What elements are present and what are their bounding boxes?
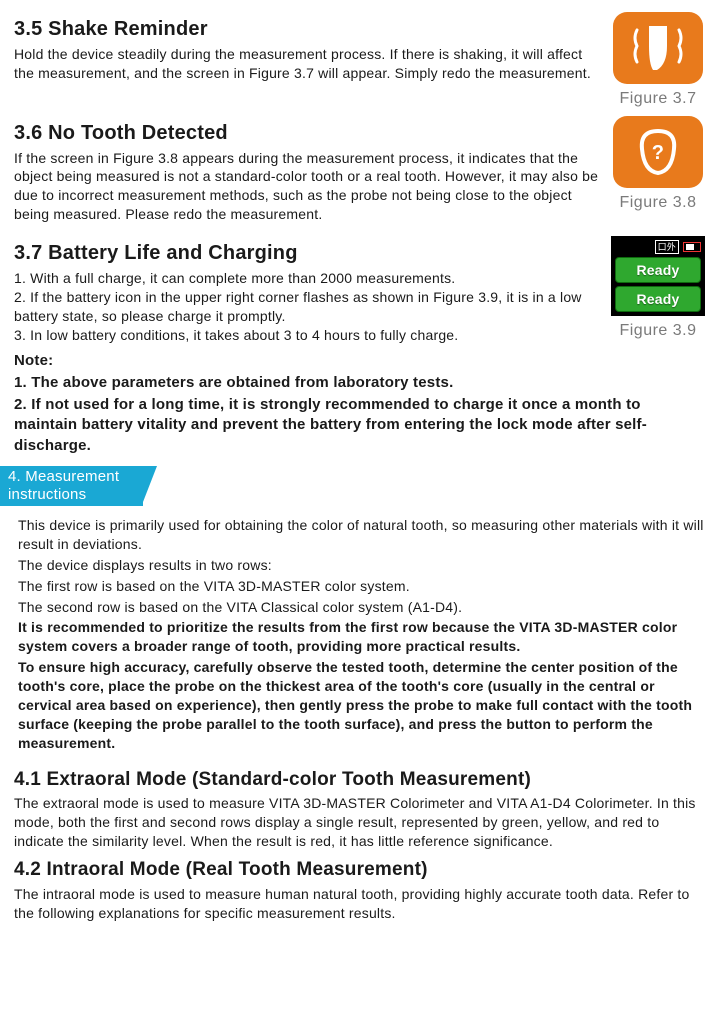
heading-3-5: 3.5 Shake Reminder	[14, 16, 599, 43]
line-3-7-1: 1. With a full charge, it can complete m…	[14, 269, 599, 288]
heading-4-2: 4.2 Intraoral Mode (Real Tooth Measureme…	[14, 857, 707, 883]
figure-3-7: Figure 3.7	[609, 12, 707, 110]
heading-3-6: 3.6 No Tooth Detected	[14, 120, 599, 147]
section-4-2: 4.2 Intraoral Mode (Real Tooth Measureme…	[14, 857, 707, 922]
section-3-5: 3.5 Shake Reminder Hold the device stead…	[14, 12, 707, 110]
figure-3-8-caption: Figure 3.8	[609, 192, 707, 214]
body-3-5: Hold the device steadily during the meas…	[14, 45, 599, 83]
note-2: 2. If not used for a long time, it is st…	[14, 395, 707, 456]
note-1: 1. The above parameters are obtained fro…	[14, 373, 707, 393]
note-label: Note:	[14, 351, 707, 371]
section-3-7-notes: Note: 1. The above parameters are obtain…	[14, 351, 707, 456]
battery-low-icon	[683, 242, 701, 252]
svg-text:?: ?	[652, 142, 664, 164]
figure-3-7-caption: Figure 3.7	[609, 88, 707, 110]
battery-status-bar: 口外	[615, 240, 701, 254]
ready-row-2: Ready	[615, 286, 701, 312]
instr-p2: The device displays results in two rows:	[18, 556, 707, 575]
battery-screenshot: 口外 Ready Ready	[611, 236, 705, 316]
section-3-7: 3.7 Battery Life and Charging 1. With a …	[14, 236, 707, 345]
figure-3-9: 口外 Ready Ready Figure 3.9	[609, 236, 707, 342]
shake-icon	[613, 12, 703, 84]
body-4-1: The extraoral mode is used to measure VI…	[14, 794, 707, 851]
instr-p1: This device is primarily used for obtain…	[18, 516, 707, 554]
instr-p5: It is recommended to prioritize the resu…	[18, 618, 707, 656]
mode-chip: 口外	[655, 240, 679, 254]
instr-p3: The first row is based on the VITA 3D-MA…	[18, 577, 707, 596]
section-3-6: 3.6 No Tooth Detected If the screen in F…	[14, 116, 707, 231]
line-3-7-3: 3. In low battery conditions, it takes a…	[14, 326, 599, 345]
banner-line-2: instructions	[8, 486, 86, 503]
line-3-7-2: 2. If the battery icon in the upper righ…	[14, 288, 599, 326]
ready-row-1: Ready	[615, 257, 701, 283]
body-3-6: If the screen in Figure 3.8 appears duri…	[14, 149, 599, 225]
section-3-7-text: 3.7 Battery Life and Charging 1. With a …	[14, 236, 599, 345]
section-4-1: 4.1 Extraoral Mode (Standard-color Tooth…	[14, 767, 707, 851]
instr-p4: The second row is based on the VITA Clas…	[18, 598, 707, 617]
figure-3-8: ? Figure 3.8	[609, 116, 707, 214]
banner-line-1: 4. Measurement	[8, 468, 119, 485]
section-4-banner: 4. Measurement instructions	[0, 466, 143, 506]
figure-3-9-caption: Figure 3.9	[609, 320, 707, 342]
no-tooth-icon: ?	[613, 116, 703, 188]
body-4-2: The intraoral mode is used to measure hu…	[14, 885, 707, 923]
section-3-5-text: 3.5 Shake Reminder Hold the device stead…	[14, 12, 599, 89]
section-3-6-text: 3.6 No Tooth Detected If the screen in F…	[14, 116, 599, 231]
instr-p6: To ensure high accuracy, carefully obser…	[18, 658, 707, 752]
heading-3-7: 3.7 Battery Life and Charging	[14, 240, 599, 267]
heading-4-1: 4.1 Extraoral Mode (Standard-color Tooth…	[14, 767, 707, 793]
section-4-intro: This device is primarily used for obtain…	[14, 516, 707, 753]
